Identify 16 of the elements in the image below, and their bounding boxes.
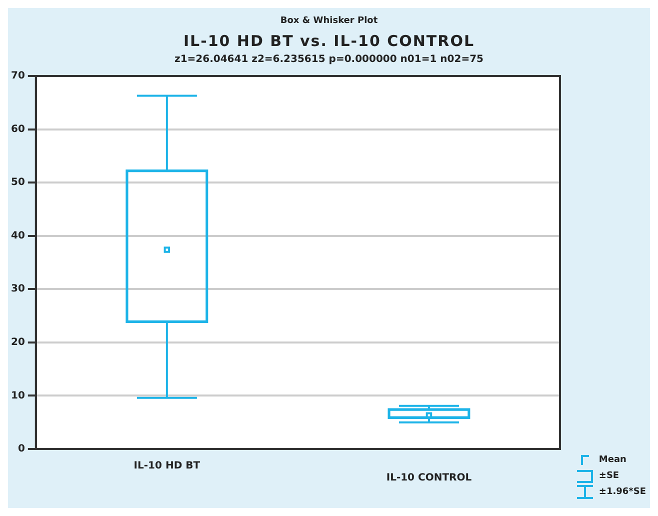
chart-subtitle: z1=26.04641 z2=6.235615 p=0.000000 n01=1 n02=75 — [174, 54, 484, 65]
chart-title: IL-10 HD BT vs. IL-10 CONTROL — [182, 32, 476, 50]
y-tick-label: 60 — [10, 124, 25, 135]
y-tick-label: 10 — [10, 390, 25, 402]
y-tick-label: 50 — [10, 177, 25, 188]
x-tick-label: IL-10 HD BT — [134, 460, 200, 472]
y-tick-label: 20 — [10, 337, 25, 348]
text: Box & Whisker Plot — [279, 15, 379, 26]
y-tick-label: 0 — [18, 444, 25, 455]
y-tick-label: 30 — [10, 284, 25, 295]
y-tick-label: 40 — [10, 230, 25, 242]
text: ±SE — [598, 471, 620, 481]
text: Mean — [598, 455, 626, 465]
text: ±1.96*SE — [598, 487, 646, 497]
y-tick-label: 70 — [10, 70, 25, 82]
x-tick-label: IL-10 CONTROL — [386, 472, 472, 484]
